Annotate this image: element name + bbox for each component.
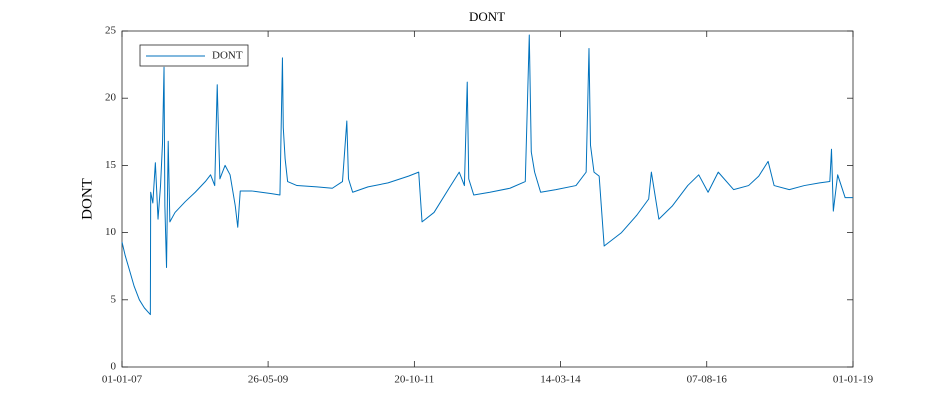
- y-tick-label: 10: [105, 226, 117, 238]
- y-tick-label: 25: [105, 25, 117, 37]
- x-tick-label: 20-10-11: [394, 374, 434, 386]
- y-axis-label: DONT: [79, 178, 95, 220]
- x-tick-label: 01-01-07: [102, 374, 143, 386]
- y-tick-label: 15: [105, 159, 117, 171]
- y-tick-label: 5: [111, 293, 117, 305]
- x-tick-label: 14-03-14: [540, 374, 581, 386]
- x-tick-label: 26-05-09: [248, 374, 289, 386]
- y-tick-label: 0: [111, 361, 117, 373]
- data-line: [121, 34, 853, 316]
- legend-label: DONT: [212, 50, 243, 62]
- x-tick-label: 07-08-16: [687, 374, 728, 386]
- y-tick-label: 20: [105, 92, 117, 104]
- chart-title: DONT: [469, 9, 505, 24]
- x-tick-label: 01-01-19: [833, 374, 874, 386]
- plot-area: [121, 30, 854, 368]
